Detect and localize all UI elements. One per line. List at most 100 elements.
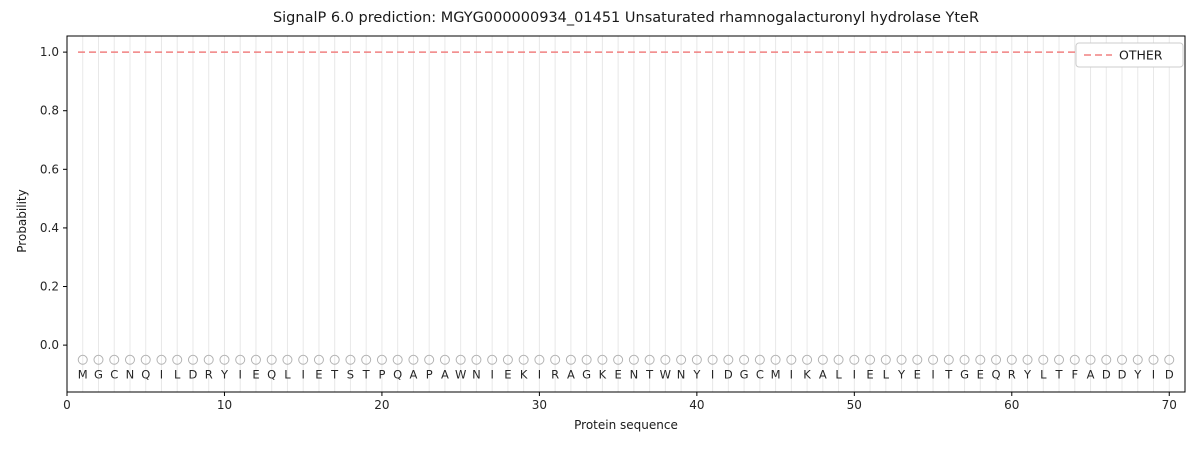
residue-letter: I: [160, 367, 163, 381]
residue-marker: [959, 354, 970, 365]
residue-letter: Y: [220, 367, 229, 381]
x-tick-label: 50: [847, 398, 862, 412]
residue-letter: I: [538, 367, 541, 381]
residue-letter: N: [472, 367, 481, 381]
residue-letter: M: [771, 367, 781, 381]
residue-letter: I: [711, 367, 714, 381]
residue-marker: [329, 354, 340, 365]
residue-marker: [266, 354, 277, 365]
y-tick-label: 0.2: [40, 280, 59, 294]
residue-letter: C: [756, 367, 764, 381]
residue-letter: L: [1040, 367, 1047, 381]
residue-marker: [928, 354, 939, 365]
residue-marker: [219, 354, 230, 365]
residue-marker: [534, 354, 545, 365]
residue-marker: [817, 354, 828, 365]
legend-box: [1075, 42, 1184, 68]
residue-marker: [313, 354, 324, 365]
residue-letter: G: [960, 367, 969, 381]
residue-marker: [187, 354, 198, 365]
residue-marker: [865, 354, 876, 365]
residue-marker: [613, 354, 624, 365]
residue-marker: [408, 354, 419, 365]
residue-letter: Y: [692, 367, 701, 381]
residue-letter: G: [740, 367, 749, 381]
residue-letter: I: [239, 367, 242, 381]
residue-letter: A: [409, 367, 417, 381]
residue-marker: [754, 354, 765, 365]
residue-letter: K: [599, 367, 607, 381]
residue-marker: [786, 354, 797, 365]
legend-label: OTHER: [1119, 48, 1163, 63]
residue-letter: E: [504, 367, 511, 381]
residue-marker: [565, 354, 576, 365]
residue-marker: [424, 354, 435, 365]
residue-letter: N: [630, 367, 639, 381]
residue-marker: [912, 354, 923, 365]
residue-marker: [1085, 354, 1096, 365]
residue-letter: L: [835, 367, 842, 381]
residue-letter: R: [205, 367, 213, 381]
residue-letter: Q: [267, 367, 276, 381]
residue-marker: [235, 354, 246, 365]
residue-marker: [1069, 354, 1080, 365]
residue-letter: D: [1118, 367, 1127, 381]
residue-marker: [707, 354, 718, 365]
residue-marker: [896, 354, 907, 365]
residue-marker: [991, 354, 1002, 365]
residue-marker: [1148, 354, 1159, 365]
residue-letter: N: [126, 367, 135, 381]
residue-marker: [502, 354, 513, 365]
residue-marker: [1117, 354, 1128, 365]
residue-letter: A: [567, 367, 575, 381]
residue-letter: A: [819, 367, 827, 381]
residue-marker: [392, 354, 403, 365]
residue-letter: C: [110, 367, 118, 381]
residue-marker: [880, 354, 891, 365]
residue-letter: T: [330, 367, 339, 381]
residue-marker: [1132, 354, 1143, 365]
residue-letter: T: [645, 367, 654, 381]
residue-marker: [739, 354, 750, 365]
residue-letter: D: [724, 367, 733, 381]
residue-letter: P: [426, 367, 433, 381]
residue-letter: L: [174, 367, 181, 381]
chart-title: SignalP 6.0 prediction: MGYG000000934_01…: [272, 10, 980, 26]
residue-marker: [1022, 354, 1033, 365]
residue-marker: [802, 354, 813, 365]
y-tick-label: 0.8: [40, 104, 59, 118]
residue-marker: [471, 354, 482, 365]
y-tick-label: 0.6: [40, 162, 59, 176]
residue-letter: E: [252, 367, 259, 381]
residue-marker: [518, 354, 529, 365]
x-tick-label: 10: [217, 398, 232, 412]
x-tick-label: 0: [63, 398, 71, 412]
residue-letter: G: [94, 367, 103, 381]
residue-marker: [124, 354, 135, 365]
residue-letter: G: [582, 367, 591, 381]
residue-marker: [1006, 354, 1017, 365]
residue-letter: D: [189, 367, 198, 381]
residue-letter: Y: [1023, 367, 1032, 381]
residue-letter: E: [914, 367, 921, 381]
residue-marker: [156, 354, 167, 365]
residue-letter: D: [1165, 367, 1174, 381]
y-tick-label: 1.0: [40, 45, 59, 59]
residue-marker: [691, 354, 702, 365]
y-tick-label: 0.4: [40, 221, 59, 235]
residue-letter: N: [677, 367, 686, 381]
residue-marker: [361, 354, 372, 365]
residue-marker: [93, 354, 104, 365]
residue-letter: E: [866, 367, 873, 381]
residue-marker: [676, 354, 687, 365]
residue-marker: [770, 354, 781, 365]
residue-marker: [644, 354, 655, 365]
residue-marker: [849, 354, 860, 365]
residue-marker: [1038, 354, 1049, 365]
residue-letter: Y: [897, 367, 906, 381]
residue-marker: [660, 354, 671, 365]
y-tick-label: 0.0: [40, 338, 59, 352]
residue-letter: I: [790, 367, 793, 381]
residue-letter: I: [853, 367, 856, 381]
residue-marker: [77, 354, 88, 365]
